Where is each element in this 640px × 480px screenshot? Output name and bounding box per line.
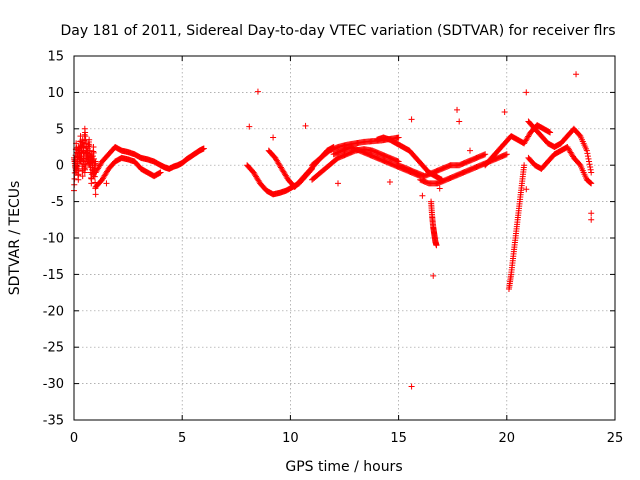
data-point [90,144,97,150]
data-point [92,158,99,165]
series-arc-1-4b [92,154,164,191]
y-tick-label: -10 [43,232,64,247]
data-point [386,178,393,185]
data-point [588,216,595,223]
data-point [584,153,591,160]
series-arc-19-22 [482,122,554,169]
series-arc-11-15b [309,146,402,183]
x-axis: 0 5 10 15 20 25 [70,56,623,446]
series-outliers [103,71,595,390]
data-point [419,192,426,199]
x-tick-label: 15 [390,431,407,446]
series-arc-1-4 [92,144,164,176]
data-point [454,106,461,113]
data-point [584,150,591,157]
y-tick-label: -15 [43,268,64,283]
data-point [86,142,93,149]
data-point [587,164,594,171]
data-point [503,151,510,158]
x-tick-label: 25 [607,431,624,446]
data-point [408,383,415,390]
series-arc-11-15 [309,134,402,169]
data-point [430,272,437,279]
data-point [92,191,99,198]
data-point [523,89,530,96]
data-point [456,118,463,125]
y-tick-label: 10 [47,86,64,101]
data-point [270,134,277,141]
data-point [436,185,443,192]
data-point [587,166,594,173]
data-point [200,145,207,152]
series-arc-21-24b [525,144,595,187]
data-point [302,122,309,129]
series-arc-0-2 [71,136,99,180]
data-point [71,175,78,182]
series-arc-20-21-drop [505,162,528,292]
plot-frame [73,55,616,421]
series-arc-16-17-drop [428,198,440,249]
data-point [523,186,530,193]
data-points [71,71,595,390]
data-point [585,155,592,162]
data-point [254,88,261,95]
x-axis-label: GPS time / hours [285,459,402,475]
y-tick-label: -5 [51,195,64,210]
data-point [586,161,593,168]
data-point [335,180,342,187]
x-tick-label: 20 [499,431,516,446]
data-point [395,134,402,141]
x-tick-label: 0 [70,431,78,446]
data-point [157,169,164,176]
series-arc-15-19 [395,151,489,180]
data-point [467,147,474,154]
data-point [521,162,528,169]
data-point [583,147,590,154]
data-point [75,176,82,183]
data-point [482,151,489,158]
data-point [588,169,595,176]
y-tick-label: 15 [47,50,64,65]
x-tick-label: 5 [178,431,186,446]
data-point [573,71,580,78]
data-point [103,180,110,187]
x-tick-label: 10 [282,431,299,446]
series-arc-21-24 [525,118,595,176]
data-point [588,180,595,187]
data-point [86,136,93,143]
y-tick-label: 0 [56,159,64,174]
y-axis: -35 -30 -25 -20 -15 -10 -5 0 5 10 15 [43,50,615,429]
data-point [588,210,595,217]
y-tick-label: 5 [56,122,64,137]
data-point [79,173,86,180]
data-point [547,129,554,136]
chart-title: Day 181 of 2011, Sidereal Day-to-day VTE… [60,23,615,39]
y-tick-label: -25 [43,341,64,356]
data-point [433,242,440,249]
data-point [246,123,253,130]
y-tick-label: -35 [43,414,64,429]
series-arc-4-6 [157,145,207,172]
data-point [408,116,415,123]
y-tick-label: -30 [43,377,64,392]
y-tick-label: -20 [43,304,64,319]
y-axis-label: SDTVAR / TECUs [7,181,23,296]
data-point [586,158,593,165]
data-point [501,109,508,116]
grid [74,56,615,420]
